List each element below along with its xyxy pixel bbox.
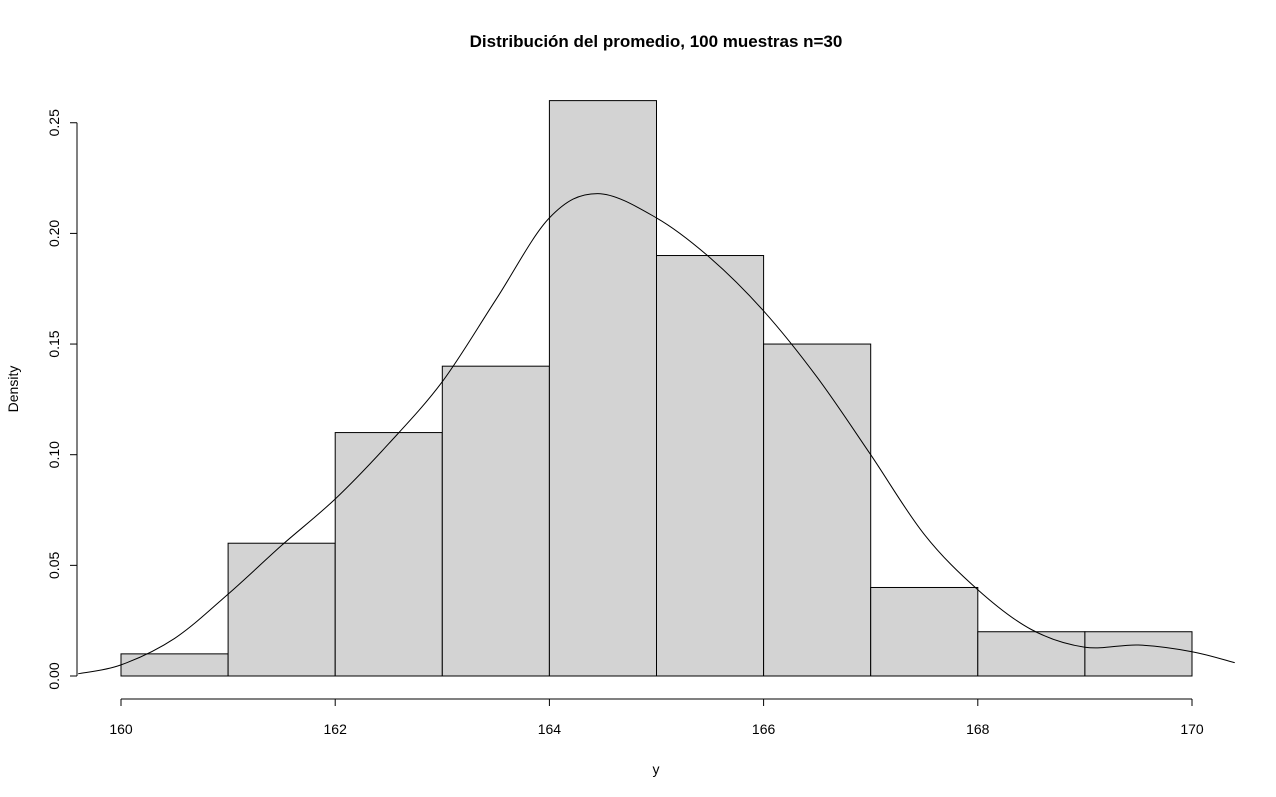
x-tick-label-4: 168 [966, 721, 990, 737]
histogram-bar-0 [120, 653, 229, 677]
histogram-bar-8 [977, 631, 1086, 677]
density-curve [78, 193, 1235, 675]
histogram-bars [120, 100, 1193, 677]
x-axis: 160 162 164 166 168 170 [109, 698, 1204, 737]
histogram-bar-9 [1084, 631, 1193, 677]
histogram-bar-1 [227, 542, 336, 677]
histogram-bar-6 [763, 343, 872, 677]
histogram-bar-2 [334, 432, 443, 677]
y-axis-label: Density [5, 366, 21, 413]
x-tick-label-5: 170 [1180, 721, 1204, 737]
histogram-bar-5 [656, 255, 765, 677]
y-tick-label-2: 0.10 [46, 441, 62, 468]
y-tick-label-4: 0.20 [46, 220, 62, 247]
histogram-bar-3 [441, 365, 550, 677]
density-curve-group [78, 193, 1235, 675]
chart-title: Distribución del promedio, 100 muestras … [470, 32, 843, 51]
x-tick-label-3: 166 [752, 721, 776, 737]
y-tick-label-5: 0.25 [46, 109, 62, 136]
x-tick-label-1: 162 [324, 721, 348, 737]
y-tick-label-3: 0.15 [46, 330, 62, 357]
x-axis-label: y [653, 761, 660, 777]
histogram-bar-4 [548, 100, 658, 677]
x-tick-label-2: 164 [538, 721, 562, 737]
y-tick-label-0: 0.00 [46, 662, 62, 689]
y-axis: 0.00 0.05 0.10 0.15 0.20 0.25 [46, 109, 78, 690]
histogram-bar-7 [870, 586, 979, 677]
y-tick-label-1: 0.05 [46, 552, 62, 579]
x-tick-label-0: 160 [109, 721, 133, 737]
